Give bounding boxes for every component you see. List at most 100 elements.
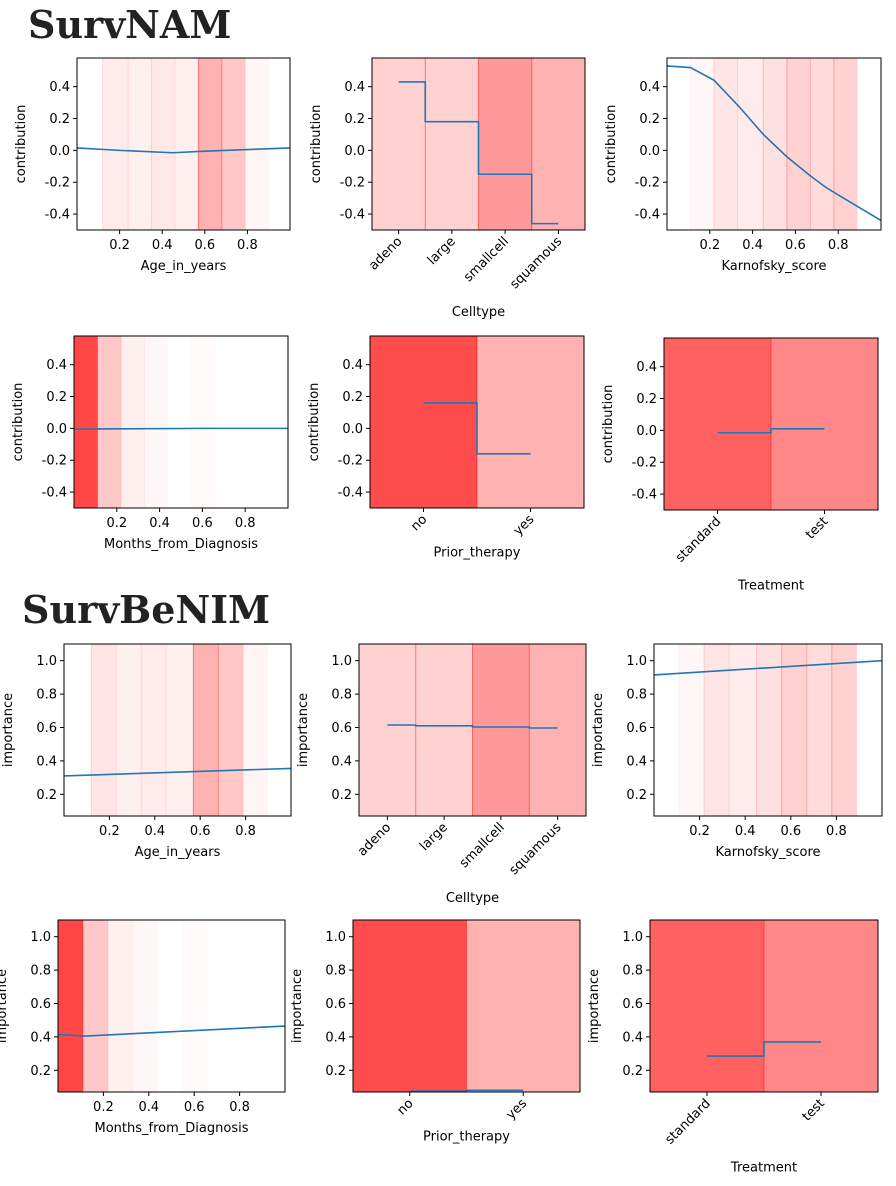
shade-band	[121, 336, 145, 508]
x-tick-label: 0.6	[785, 238, 806, 253]
y-tick-label: 0.0	[344, 144, 365, 159]
y-axis-label: importance	[0, 969, 10, 1043]
axes-frame	[57, 919, 286, 1093]
y-tick-label: 1.0	[331, 654, 352, 669]
y-tick-label: 0.6	[30, 997, 51, 1012]
shade-band	[133, 920, 158, 1092]
shade-band	[102, 58, 129, 230]
x-tick-label: 0.4	[138, 1100, 159, 1115]
y-tick-label: -0.4	[338, 486, 363, 501]
shade-band	[833, 58, 858, 230]
shade-band	[650, 920, 764, 1092]
y-tick-label: 0.6	[622, 997, 643, 1012]
data-line	[717, 427, 825, 434]
shade-band	[477, 336, 584, 508]
x-tick-label: squamous	[507, 820, 565, 878]
axes-frame	[369, 335, 585, 509]
axes-frame	[352, 919, 581, 1093]
y-tick-label: 0.8	[30, 964, 51, 979]
y-axis-label: importance	[296, 693, 311, 767]
x-tick-label: test	[803, 514, 831, 542]
x-tick-label: 0.2	[93, 1100, 114, 1115]
data-line	[77, 147, 290, 154]
axes-frame	[63, 643, 292, 817]
y-axis-label: contribution	[307, 383, 322, 462]
shade-band	[353, 920, 467, 1092]
shade-band	[245, 58, 269, 230]
shade-band	[781, 644, 807, 816]
x-tick-label: 0.6	[192, 516, 213, 531]
y-tick-label: 0.4	[36, 754, 57, 769]
x-tick-label: squamous	[507, 234, 565, 292]
shade-band	[691, 58, 715, 230]
shade-band	[714, 58, 738, 230]
shade-band	[183, 920, 208, 1092]
shade-band	[218, 644, 244, 816]
section-title-survnam: SurvNAM	[28, 2, 232, 47]
y-tick-label: 1.0	[36, 654, 57, 669]
data-line	[58, 1025, 285, 1037]
axes-frame	[76, 57, 291, 231]
y-tick-label: 0.8	[622, 964, 643, 979]
chart-panel-3: -0.4 -0.2 0.0 0.2 0.4 0.2 0.4 0.6 0.8Karnofsky_s…	[604, 57, 882, 274]
axes-frame	[666, 57, 882, 231]
chart-panel-8: 0.2 0.4 0.6 0.8 1.0 adeno large smallcellsquamo…	[296, 643, 587, 906]
x-tick-label: 0.8	[237, 238, 258, 253]
data-line	[654, 659, 882, 676]
y-tick-label: 0.2	[639, 112, 660, 127]
shade-band	[243, 644, 269, 816]
x-tick-label: 0.4	[152, 238, 173, 253]
shade-band	[192, 336, 216, 508]
shade-band	[193, 644, 219, 816]
x-tick-label: 0.6	[780, 824, 801, 839]
shade-band	[472, 644, 530, 816]
x-tick-label: 0.4	[735, 824, 756, 839]
data-line	[64, 767, 291, 777]
y-tick-label: 0.2	[622, 1064, 643, 1079]
chart-panel-7: 0.2 0.4 0.6 0.8 1.0 0.2 0.4 0.6 0.8 Age_in_years i…	[1, 643, 292, 860]
chart-panel-4: -0.4 -0.2 0.0 0.2 0.4 0.2 0.4 0.6 0.8 Months_from…	[11, 335, 289, 552]
x-tick-label: 0.4	[144, 824, 165, 839]
x-tick-label: adeno	[355, 820, 394, 859]
x-tick-label: yes	[504, 1096, 531, 1123]
x-axis-label: Age_in_years	[141, 259, 227, 274]
x-tick-label: test	[800, 1096, 828, 1124]
x-tick-label: 0.4	[742, 238, 763, 253]
shade-band	[466, 920, 580, 1092]
y-tick-label: -0.2	[45, 176, 70, 191]
shade-band	[529, 644, 586, 816]
shade-band	[74, 336, 98, 508]
x-tick-label: 0.6	[194, 238, 215, 253]
shade-band	[174, 58, 199, 230]
data-line	[409, 1089, 524, 1092]
axes-frame	[653, 643, 883, 817]
y-tick-label: -0.2	[338, 454, 363, 469]
shade-band	[664, 338, 771, 510]
x-axis-label: Celltype	[452, 305, 505, 320]
x-tick-label: smallcell	[457, 820, 508, 871]
x-axis-label: Celltype	[446, 891, 499, 906]
data-line	[667, 65, 881, 222]
x-axis-label: Age_in_years	[135, 845, 221, 860]
x-tick-label: standard	[662, 1096, 713, 1147]
x-tick-label: no	[395, 1096, 417, 1118]
y-tick-label: -0.2	[42, 454, 67, 469]
x-tick-label: 0.8	[826, 824, 847, 839]
shade-band	[141, 644, 167, 816]
y-tick-label: 1.0	[30, 930, 51, 945]
data-line	[398, 81, 559, 225]
data-line	[387, 724, 558, 729]
axes-frame	[73, 335, 289, 509]
y-axis-label: contribution	[604, 105, 619, 184]
x-axis-label: Prior_therapy	[434, 546, 521, 561]
x-tick-label: 0.2	[689, 824, 710, 839]
shade-band	[415, 644, 473, 816]
y-tick-label: 0.6	[325, 997, 346, 1012]
shade-band	[737, 58, 764, 230]
y-tick-label: -0.4	[42, 486, 67, 501]
section-title-survbenim: SurvBeNIM	[22, 587, 271, 632]
data-line	[707, 1041, 821, 1057]
x-tick-label: yes	[511, 512, 538, 539]
shade-band	[166, 644, 194, 816]
shade-band	[97, 336, 122, 508]
